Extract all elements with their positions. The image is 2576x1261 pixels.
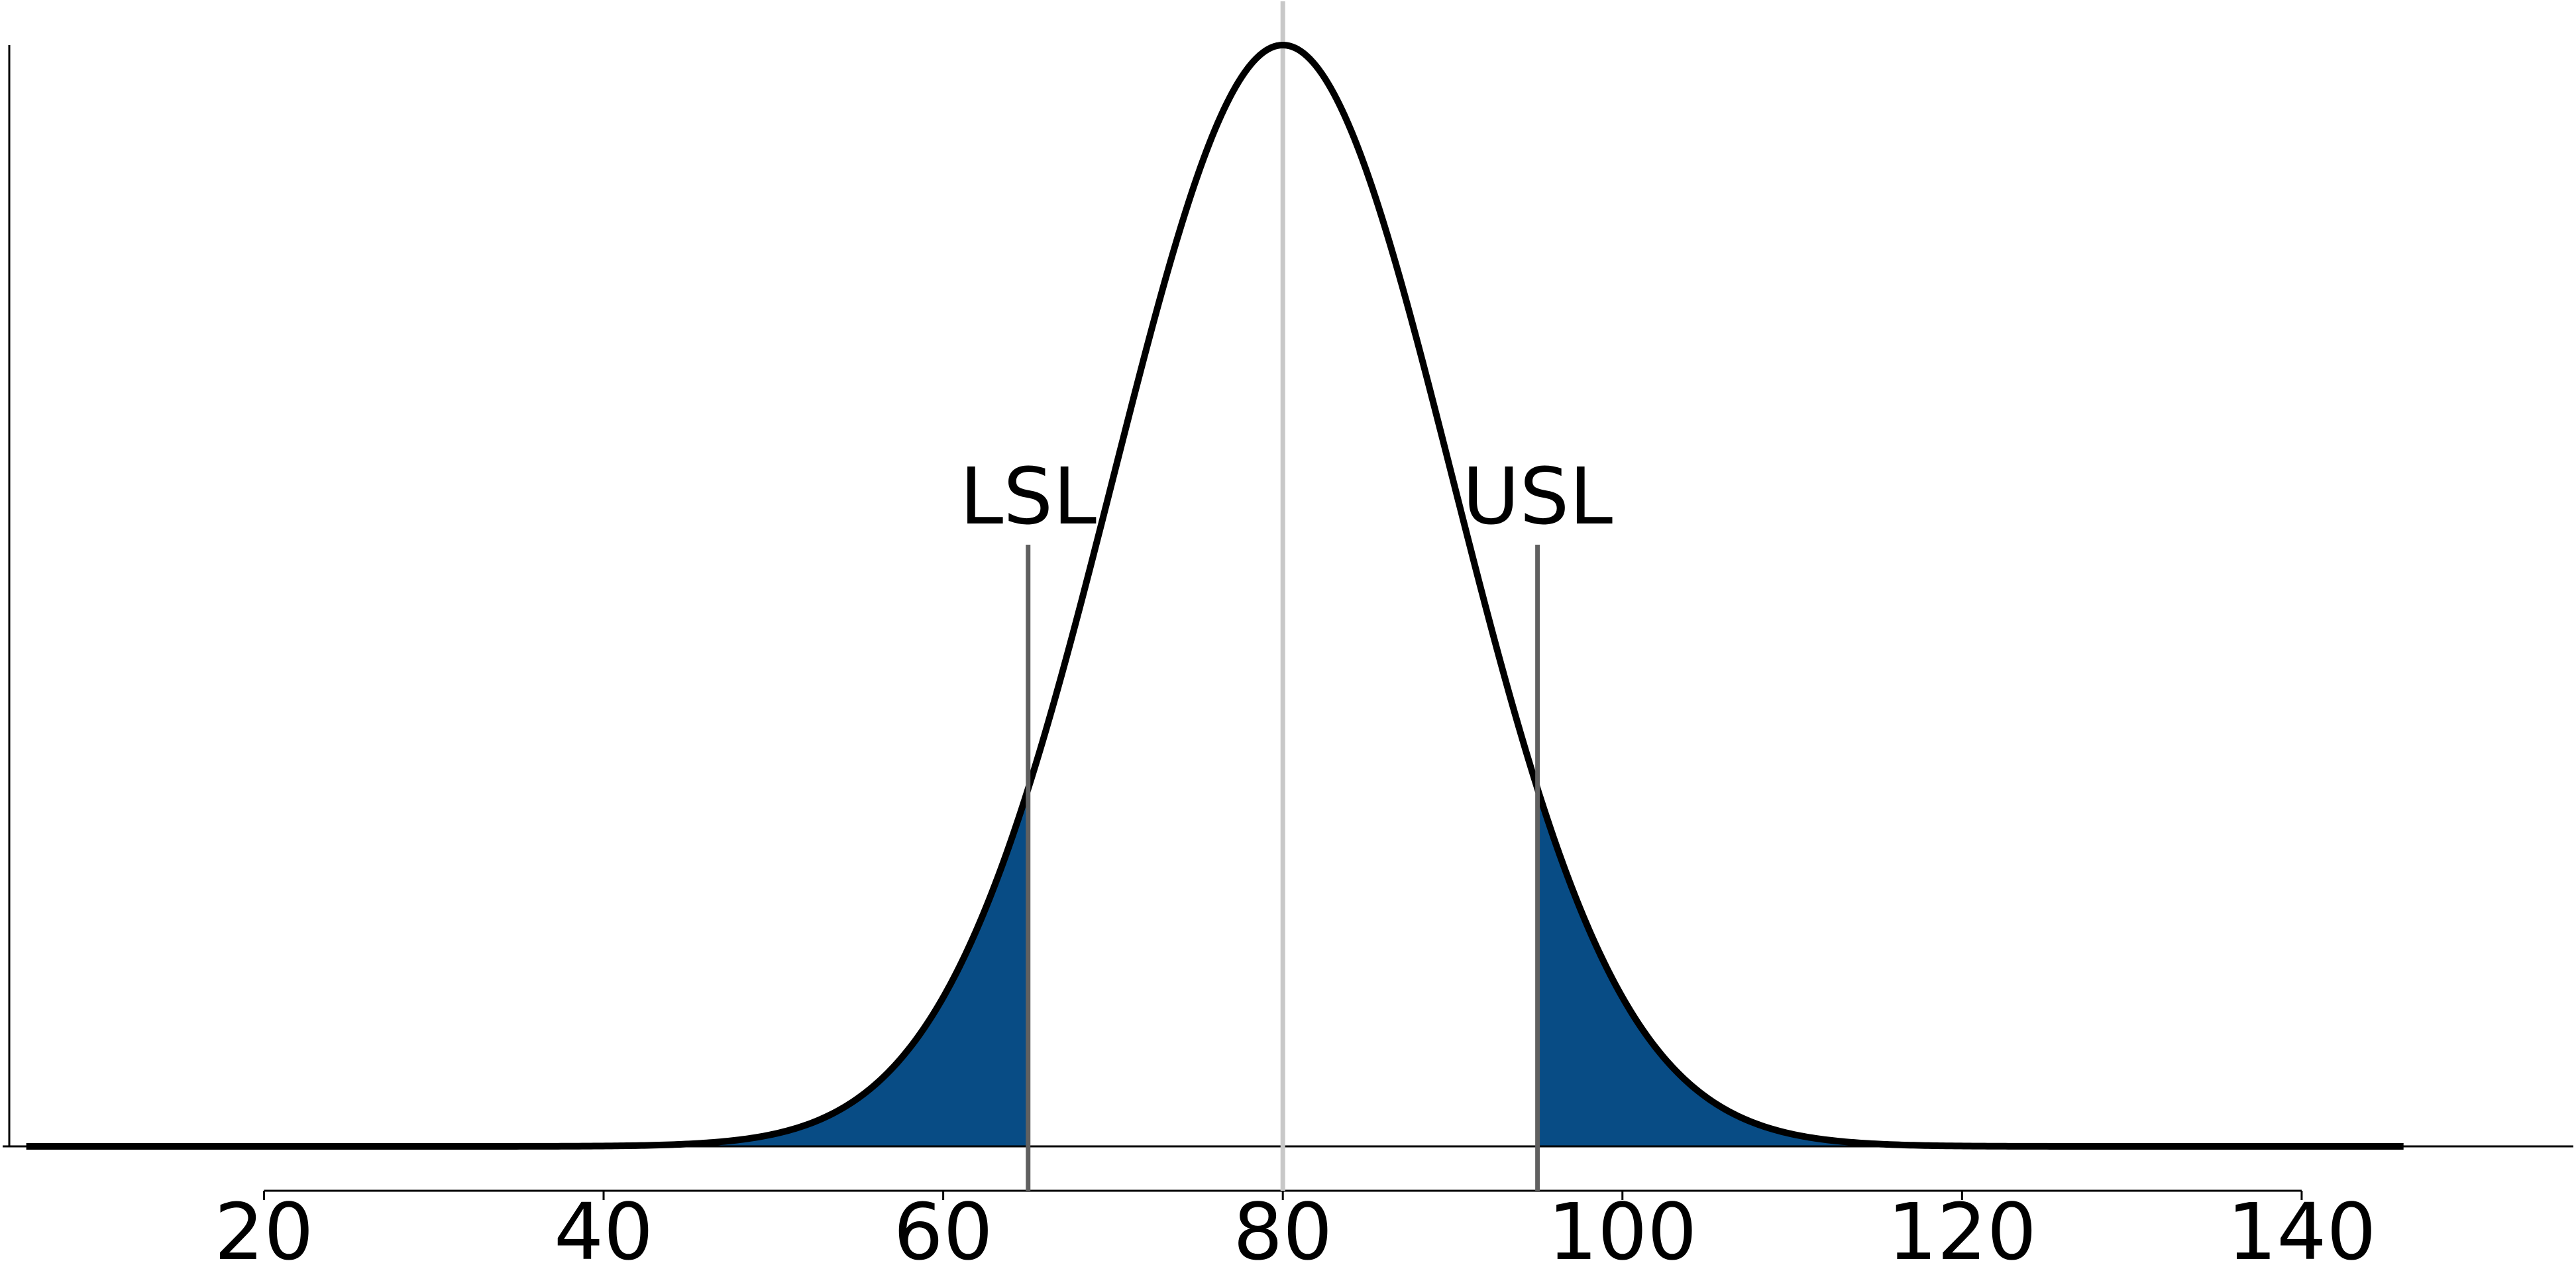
x-tick-label: 60 xyxy=(894,1186,993,1261)
distribution-curve xyxy=(26,42,2404,1150)
spec-limits: LSL USL xyxy=(960,451,1613,1191)
axes xyxy=(3,45,2573,1192)
x-tick-label: 100 xyxy=(1548,1186,1697,1261)
curve-group xyxy=(26,42,2404,1150)
x-axis-ticks: 20 40 60 80 100 120 140 xyxy=(214,1186,2376,1261)
x-tick-label: 80 xyxy=(1233,1186,1332,1261)
tail-area-usl xyxy=(1537,789,2404,1146)
lsl-label: LSL xyxy=(960,451,1097,542)
tail-areas xyxy=(26,789,2404,1146)
usl-label: USL xyxy=(1462,451,1613,542)
x-tick-label: 40 xyxy=(554,1186,653,1261)
x-tick-label: 140 xyxy=(2227,1186,2376,1261)
x-tick-label: 120 xyxy=(1888,1186,2037,1261)
x-tick-label: 20 xyxy=(214,1186,313,1261)
tail-area-lsl xyxy=(26,789,1028,1146)
